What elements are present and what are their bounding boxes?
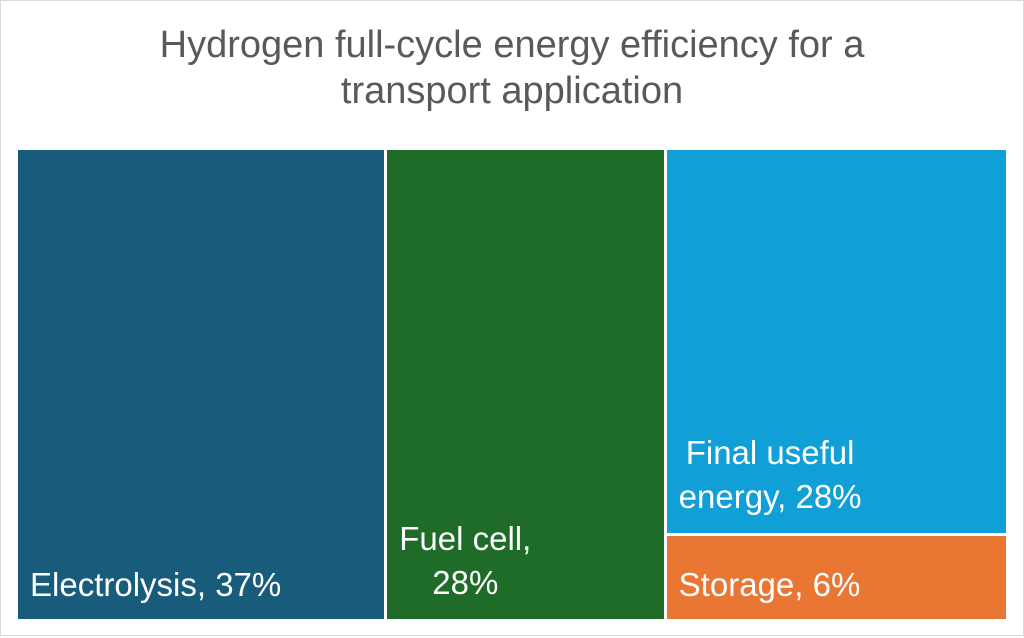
treemap-plot: Electrolysis, 37% Fuel cell, 28% Final usef… xyxy=(18,150,1006,619)
data-label-line: 28% xyxy=(432,564,499,601)
chart-title-line-1: Hydrogen full-cycle energy efficiency fo… xyxy=(159,24,865,66)
data-label-line: Final useful xyxy=(685,434,855,472)
treemap-tile-storage: Storage, 6% xyxy=(666,536,1006,619)
data-label-line: Electrolysis, 37% xyxy=(30,566,282,603)
data-label: Electrolysis, 37% xyxy=(30,563,281,607)
data-label-line: energy, 28% xyxy=(678,478,862,516)
treemap-tile-fuel-cell: Fuel cell, 28% xyxy=(387,150,664,619)
data-label-line: Storage, 6% xyxy=(678,565,861,603)
data-label: Storage, 6% xyxy=(679,563,861,607)
chart-title-line-2: transport application xyxy=(340,70,684,112)
treemap-tile-final-useful-energy: Final useful energy, 28% xyxy=(666,150,1006,534)
data-label-line: Fuel cell, xyxy=(399,520,532,557)
chart-title: Hydrogen full-cycle energy efficiency fo… xyxy=(0,22,1024,114)
data-label: Final useful energy, 28% xyxy=(679,431,862,519)
treemap-tile-electrolysis: Electrolysis, 37% xyxy=(18,150,385,619)
data-label: Fuel cell, 28% xyxy=(399,517,531,605)
